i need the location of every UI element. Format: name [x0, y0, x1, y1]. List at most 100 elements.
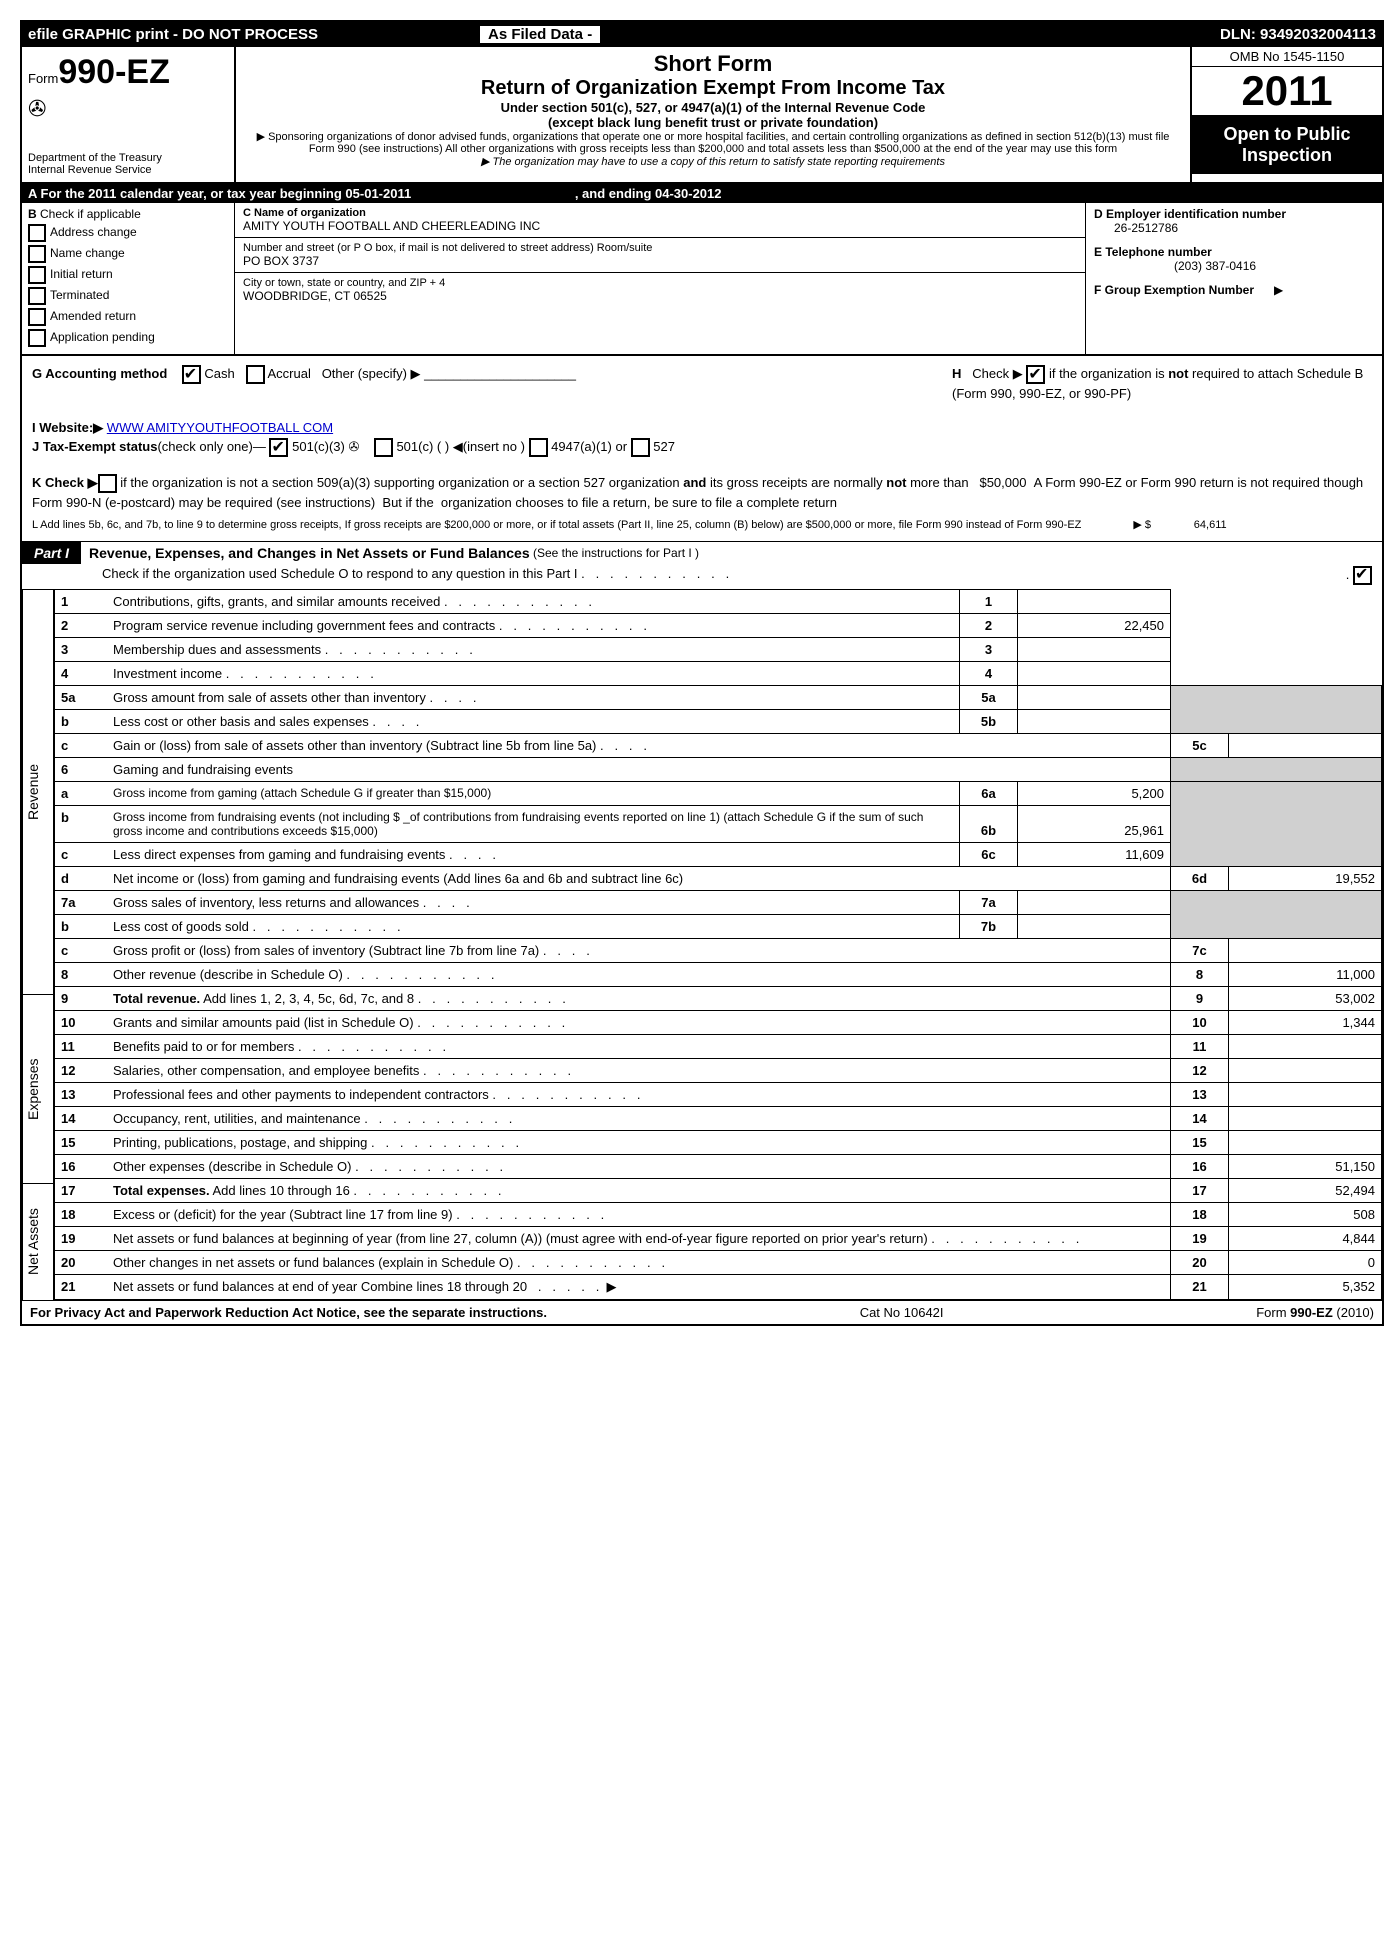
lines-wrapper: Revenue Expenses Net Assets 1Contributio… — [22, 589, 1382, 1300]
line-14: Occupancy, rent, utilities, and maintena… — [107, 1107, 1171, 1131]
l-arrow: ▶ $ — [1133, 519, 1151, 531]
line-9: Total revenue. Add lines 1, 2, 3, 4, 5c,… — [107, 987, 1171, 1011]
omb-number: OMB No 1545-1150 — [1192, 47, 1382, 67]
chk-terminated[interactable]: Terminated — [28, 287, 228, 305]
chk-amended[interactable]: Amended return — [28, 308, 228, 326]
header-note2: ▶ The organization may have to use a cop… — [246, 155, 1180, 168]
i-label: I Website:▶ — [32, 420, 103, 435]
chk-k[interactable] — [98, 474, 117, 493]
form-number: 990-EZ — [58, 53, 170, 91]
chk-app-pending[interactable]: Application pending — [28, 329, 228, 347]
line-1: Contributions, gifts, grants, and simila… — [107, 590, 960, 614]
side-revenue: Revenue — [22, 589, 54, 994]
top-bar: efile GRAPHIC print - DO NOT PROCESS As … — [22, 22, 1382, 47]
line-7c: Gross profit or (loss) from sales of inv… — [107, 939, 1171, 963]
ein: 26-2512786 — [1114, 221, 1178, 235]
line-5a: Gross amount from sale of assets other t… — [107, 686, 960, 710]
form-header: Form990-EZ ✇ Department of the Treasury … — [22, 47, 1382, 184]
line-16: Other expenses (describe in Schedule O) — [107, 1155, 1171, 1179]
section-ghijkl: G Accounting method Cash Accrual Other (… — [22, 356, 1382, 542]
short-form-label: Short Form — [246, 51, 1180, 77]
form-subtitle2: (except black lung benefit trust or priv… — [246, 115, 1180, 130]
g-other: Other (specify) ▶ — [322, 366, 421, 381]
line-13: Professional fees and other payments to … — [107, 1083, 1171, 1107]
line-6d: Net income or (loss) from gaming and fun… — [107, 867, 1171, 891]
g-label: G Accounting method — [32, 366, 167, 381]
d-label: D Employer identification number — [1094, 207, 1286, 221]
bar-a-text: A For the 2011 calendar year, or tax yea… — [28, 186, 411, 201]
line-17: Total expenses. Add lines 10 through 16 — [107, 1179, 1171, 1203]
bar-a: A For the 2011 calendar year, or tax yea… — [22, 184, 1382, 203]
j-sub: (check only one)— — [157, 439, 265, 454]
col-d: D Employer identification number26-25127… — [1086, 203, 1382, 354]
b-text: Check if applicable — [40, 207, 141, 221]
chk-527[interactable] — [631, 438, 650, 457]
chk-name-change[interactable]: Name change — [28, 245, 228, 263]
lines-table: 1Contributions, gifts, grants, and simil… — [54, 589, 1382, 1300]
c-city-label: City or town, state or country, and ZIP … — [243, 277, 1077, 289]
org-city: WOODBRIDGE, CT 06525 — [243, 289, 1077, 303]
line-6c: Less direct expenses from gaming and fun… — [107, 843, 960, 867]
footer-right: Form 990-EZ (2010) — [1256, 1305, 1374, 1320]
k-desc: if the organization is not a section 509… — [32, 475, 1363, 510]
chk-501c3[interactable] — [269, 438, 288, 457]
chk-address-change[interactable]: Address change — [28, 224, 228, 242]
j-527: 527 — [653, 439, 675, 454]
j-4947: 4947(a)(1) or — [551, 439, 627, 454]
form-subtitle: Under section 501(c), 527, or 4947(a)(1)… — [246, 100, 1180, 115]
line-6a: Gross income from gaming (attach Schedul… — [107, 782, 960, 806]
chk-4947[interactable] — [529, 438, 548, 457]
j-501c3: 501(c)(3) — [292, 439, 345, 454]
line-3: Membership dues and assessments — [107, 638, 960, 662]
part1-header: Part I Revenue, Expenses, and Changes in… — [22, 542, 1382, 564]
f-arrow: ▶ — [1274, 283, 1283, 297]
org-address: PO BOX 3737 — [243, 254, 1077, 268]
l-text: L Add lines 5b, 6c, and 7b, to line 9 to… — [32, 519, 1081, 531]
chk-cash[interactable] — [182, 365, 201, 384]
part1-note: (See the instructions for Part I ) — [533, 546, 699, 560]
chk-accrual[interactable] — [246, 365, 265, 384]
line-5c: Gain or (loss) from sale of assets other… — [107, 734, 1171, 758]
chk-initial-return[interactable]: Initial return — [28, 266, 228, 284]
footer-left: For Privacy Act and Paperwork Reduction … — [30, 1305, 547, 1320]
line-7b: Less cost of goods sold — [107, 915, 960, 939]
footer-mid: Cat No 10642I — [860, 1305, 944, 1320]
side-expenses: Expenses — [22, 994, 54, 1183]
c-name-label: C Name of organization — [243, 207, 1077, 219]
section-bcdef: B Check if applicable Address change Nam… — [22, 203, 1382, 356]
line-12: Salaries, other compensation, and employ… — [107, 1059, 1171, 1083]
col-b: B Check if applicable Address change Nam… — [22, 203, 235, 354]
tax-year: 2011 — [1192, 67, 1382, 116]
open-public: Open to Public Inspection — [1192, 116, 1382, 174]
line-18: Excess or (deficit) for the year (Subtra… — [107, 1203, 1171, 1227]
dept-irs: Internal Revenue Service — [28, 164, 228, 176]
g-accrual: Accrual — [267, 366, 310, 381]
chk-h[interactable] — [1026, 365, 1045, 384]
side-netassets: Net Assets — [22, 1183, 54, 1300]
part1-title: Revenue, Expenses, and Changes in Net As… — [89, 545, 530, 561]
website-link[interactable]: WWW AMITYYOUTHFOOTBALL COM — [107, 420, 333, 435]
line-6b: Gross income from fundraising events (no… — [107, 806, 960, 843]
topbar-left: efile GRAPHIC print - DO NOT PROCESS — [28, 26, 318, 43]
topbar-mid: As Filed Data - — [480, 26, 600, 43]
line-21: Net assets or fund balances at end of ye… — [107, 1275, 1171, 1300]
form-page: efile GRAPHIC print - DO NOT PROCESS As … — [20, 20, 1384, 1326]
line-15: Printing, publications, postage, and shi… — [107, 1131, 1171, 1155]
dept-treasury: Department of the Treasury — [28, 152, 228, 164]
chk-schedule-o[interactable] — [1353, 566, 1372, 585]
col-c: C Name of organization AMITY YOUTH FOOTB… — [235, 203, 1086, 354]
g-cash: Cash — [204, 366, 234, 381]
chk-501c[interactable] — [374, 438, 393, 457]
line-4: Investment income — [107, 662, 960, 686]
page-footer: For Privacy Act and Paperwork Reduction … — [22, 1300, 1382, 1324]
b-label: B — [28, 207, 37, 221]
form-prefix: Form — [28, 71, 58, 86]
bar-a-end: , and ending 04-30-2012 — [575, 186, 722, 201]
line-20: Other changes in net assets or fund bala… — [107, 1251, 1171, 1275]
line-10: Grants and similar amounts paid (list in… — [107, 1011, 1171, 1035]
k-label: K Check ▶ — [32, 475, 98, 490]
topbar-right: DLN: 93492032004113 — [1220, 26, 1376, 43]
phone: (203) 387-0416 — [1174, 259, 1256, 273]
e-label: E Telephone number — [1094, 245, 1212, 259]
j-501c: 501(c) ( ) ◀(insert no ) — [396, 439, 524, 454]
